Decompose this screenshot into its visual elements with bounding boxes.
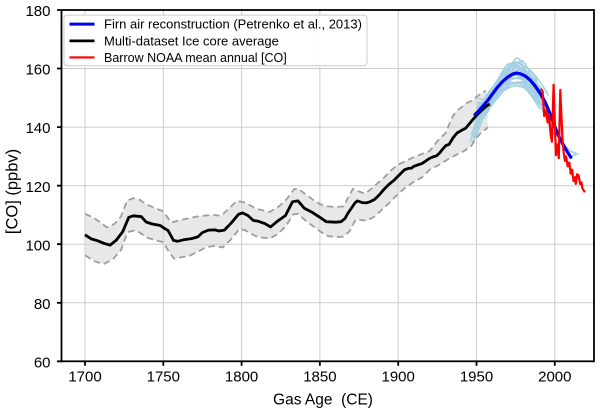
svg-text:160: 160 [25, 62, 50, 79]
svg-text:2000: 2000 [538, 369, 571, 386]
svg-text:1900: 1900 [382, 369, 415, 386]
svg-text:140: 140 [25, 120, 50, 137]
svg-text:180: 180 [25, 3, 50, 20]
svg-text:Gas Age (CE): Gas Age (CE) [273, 391, 373, 408]
svg-text:80: 80 [34, 296, 51, 313]
svg-text:Firn air reconstruction (Petre: Firn air reconstruction (Petrenko et al.… [104, 17, 362, 32]
svg-text:60: 60 [34, 354, 51, 371]
svg-text:120: 120 [25, 179, 50, 196]
svg-text:Multi-dataset Ice core average: Multi-dataset Ice core average [104, 34, 279, 49]
svg-text:1750: 1750 [147, 369, 180, 386]
svg-text:1800: 1800 [225, 369, 258, 386]
svg-text:[CO] (ppbv): [CO] (ppbv) [4, 149, 22, 234]
svg-text:100: 100 [25, 237, 50, 254]
svg-text:1850: 1850 [303, 369, 336, 386]
svg-text:1950: 1950 [460, 369, 493, 386]
svg-text:1700: 1700 [68, 369, 101, 386]
svg-text:Barrow NOAA mean annual [CO]: Barrow NOAA mean annual [CO] [104, 51, 287, 65]
